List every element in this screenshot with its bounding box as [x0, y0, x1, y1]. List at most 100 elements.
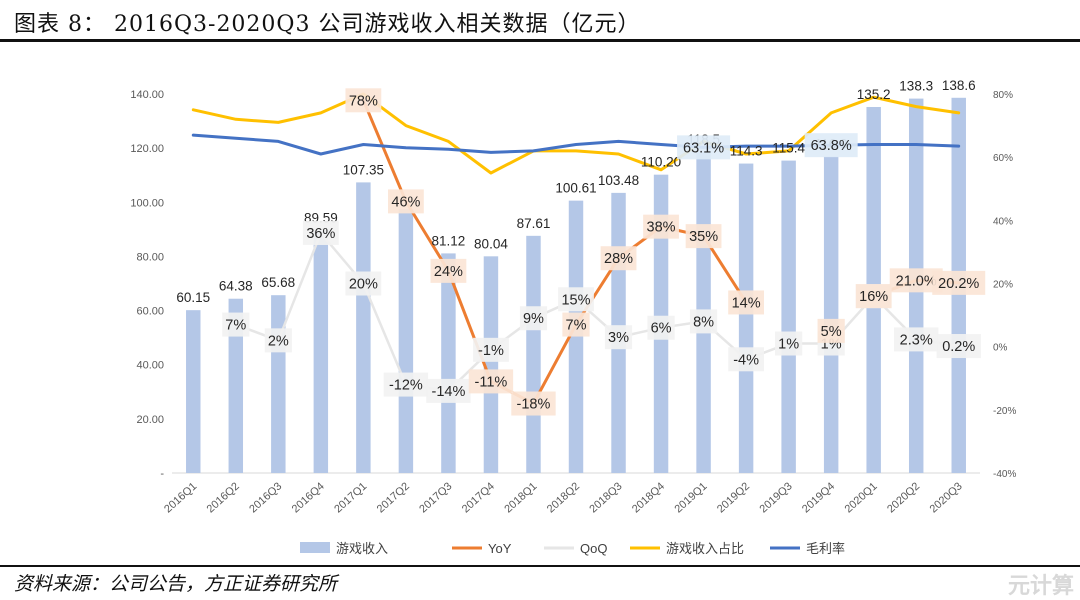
data-label-box	[383, 372, 429, 397]
x-tick-label: 2019Q1	[672, 480, 709, 515]
data-label-box	[302, 220, 339, 245]
y-left-tick-label: 100.00	[130, 197, 164, 209]
y-right-tick-label: 40%	[993, 216, 1013, 227]
data-label: 20.2%	[938, 276, 979, 292]
data-label: 46%	[391, 194, 420, 210]
data-label: 20%	[349, 277, 378, 293]
bar	[568, 200, 584, 474]
bar-value-label: 115.4	[772, 141, 805, 156]
data-label-box	[932, 270, 986, 295]
x-tick-label: 2016Q2	[205, 480, 242, 515]
data-label-box	[775, 331, 803, 356]
data-label: -1%	[478, 343, 504, 359]
bar	[738, 163, 754, 473]
series-line	[361, 98, 748, 405]
bar-value-label: 135.2	[857, 87, 891, 102]
bar-value-label: 107.35	[343, 162, 384, 177]
x-tick-label: 2018Q1	[502, 480, 539, 515]
data-label-box	[855, 284, 892, 309]
data-label-box	[473, 337, 509, 362]
data-label: 2%	[268, 333, 289, 349]
x-tick-label: 2020Q3	[928, 480, 965, 515]
data-label-box	[222, 312, 250, 337]
y-left-tick-label: 20.00	[136, 414, 164, 426]
bar	[441, 253, 456, 473]
data-label: 5%	[821, 324, 842, 340]
data-label-box	[387, 189, 424, 214]
data-label: 2.3%	[900, 332, 933, 348]
data-label-box	[689, 309, 718, 334]
data-label: 28%	[604, 251, 633, 267]
x-tick-label: 2018Q3	[587, 480, 624, 515]
data-label-box	[600, 246, 637, 271]
x-tick-label: 2017Q3	[417, 480, 454, 515]
y-left-tick-label: 80.00	[136, 251, 164, 263]
data-label-box	[804, 133, 858, 158]
series-line	[191, 92, 961, 175]
bar-value-label: 138.3	[899, 79, 933, 94]
data-label: 35%	[689, 229, 718, 245]
watermark: 元计算	[1007, 574, 1074, 599]
bar	[398, 209, 414, 473]
y-right-tick-label: 60%	[993, 153, 1013, 164]
data-label-box	[511, 391, 556, 416]
data-label: 8%	[693, 314, 714, 330]
bar	[313, 230, 329, 473]
data-label: -11%	[475, 374, 508, 390]
legend-label: 毛利率	[806, 541, 845, 556]
data-label-box	[558, 287, 594, 312]
x-tick-label: 2016Q3	[247, 480, 284, 515]
y-left-tick-label: 120.00	[130, 143, 164, 155]
data-label-box	[519, 306, 548, 331]
data-label-box	[264, 328, 292, 353]
bar	[526, 235, 541, 473]
y-right-tick-label: -20%	[993, 406, 1016, 417]
bar	[781, 160, 796, 474]
bar	[186, 310, 201, 473]
data-label: 6%	[651, 321, 672, 337]
y-right-tick-label: 0%	[993, 343, 1008, 354]
data-label: 63.1%	[683, 140, 724, 156]
legend-swatch	[300, 542, 330, 553]
data-label: -18%	[517, 397, 551, 413]
data-label: -12%	[389, 378, 423, 394]
data-label: -4%	[733, 352, 759, 368]
data-label-box	[817, 318, 845, 343]
data-label: 21.0%	[896, 273, 937, 289]
data-label: 1%	[778, 337, 799, 353]
data-label: 3%	[608, 330, 629, 346]
data-label-box	[430, 258, 467, 283]
x-tick-label: 2016Q4	[290, 480, 327, 515]
y-right-tick-label: -40%	[993, 469, 1016, 480]
x-tick-label: 2017Q2	[375, 480, 412, 515]
data-label-box	[894, 327, 939, 352]
bar-value-label: 100.61	[555, 181, 596, 196]
data-label-box	[677, 135, 731, 160]
bar	[228, 298, 244, 473]
bar-value-label: 103.48	[598, 173, 639, 188]
legend-label: 游戏收入	[336, 541, 388, 556]
bar-value-label: 114.3	[730, 144, 763, 159]
x-tick-label: 2019Q4	[800, 480, 837, 515]
bar-value-label: 138.6	[942, 78, 976, 93]
chart-title: 图表 8： 2016Q3-2020Q3 公司游戏收入相关数据（亿元）	[14, 12, 641, 37]
top-rule	[0, 39, 1080, 42]
data-label: 15%	[561, 292, 590, 308]
y-left-tick-label: -	[160, 468, 164, 480]
data-label-box	[345, 88, 382, 113]
x-tick-label: 2017Q4	[460, 480, 497, 515]
data-label-box	[728, 290, 765, 315]
y-left-tick-label: 40.00	[136, 360, 164, 372]
data-label-box	[345, 271, 382, 296]
legend: 游戏收入 YoY QoQ 游戏收入占比 毛利率	[300, 541, 845, 556]
x-tick-label: 2018Q4	[630, 480, 667, 515]
data-label: 7%	[225, 318, 246, 334]
legend-label: 游戏收入占比	[666, 541, 744, 556]
bar-value-label: 80.04	[474, 236, 508, 251]
data-label: 36%	[306, 226, 335, 242]
bar	[483, 256, 499, 473]
data-label: 9%	[523, 311, 544, 327]
data-label-box	[426, 378, 471, 403]
data-label: 63.8%	[811, 138, 852, 154]
